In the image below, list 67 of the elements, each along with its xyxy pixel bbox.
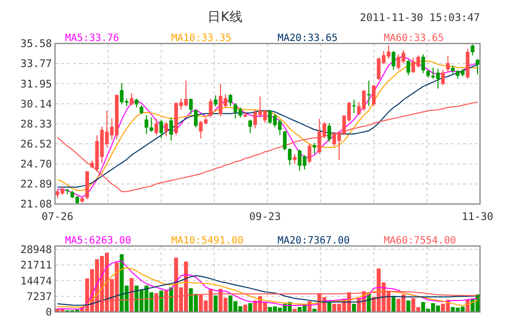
candlestick (248, 119, 252, 134)
bar (392, 297, 396, 312)
bar (406, 300, 410, 312)
candlestick (421, 54, 425, 74)
candlestick (312, 142, 316, 154)
candlestick (282, 130, 287, 152)
x-tick-label: 09-23 (249, 211, 281, 223)
line-series (56, 260, 478, 310)
candlestick (441, 69, 445, 86)
candlestick (476, 58, 480, 75)
candlestick (130, 92, 134, 106)
bar (327, 302, 332, 312)
candlestick (228, 94, 232, 107)
text: MA5:33.76 (65, 33, 120, 44)
candlestick (194, 109, 198, 128)
candlestick (154, 118, 158, 136)
y-tick-label: 22.89 (20, 178, 52, 191)
candlestick (470, 44, 474, 56)
y-tick-label: 24.70 (20, 158, 52, 171)
candlestick (392, 50, 396, 70)
candlestick (372, 84, 376, 107)
line-series (56, 101, 478, 192)
x-tick-label: 11-30 (462, 211, 494, 223)
candlestick (189, 98, 193, 115)
candlestick (208, 98, 212, 118)
text: MA60:33.65 (384, 33, 444, 44)
y-tick-label: 31.95 (20, 78, 52, 90)
candlestick (214, 94, 218, 107)
y-tick-label: 28.33 (20, 118, 52, 130)
y-tick-label: 35.58 (20, 38, 52, 50)
y-tick-label: 21711 (20, 260, 52, 272)
bar (169, 287, 174, 312)
bar (214, 296, 218, 312)
text: MA60:7554.00 (384, 236, 456, 246)
y-tick-label: 28948 (20, 244, 52, 256)
bar (248, 303, 252, 312)
candlestick (159, 119, 164, 139)
bar (352, 304, 356, 312)
candlestick (308, 144, 312, 164)
y-tick-label: 26.52 (20, 138, 52, 150)
candlestick (406, 59, 410, 76)
candlestick (169, 116, 173, 142)
y-tick-label: 14474 (20, 275, 52, 288)
text: MA10:5491.00 (171, 236, 244, 246)
candlestick (292, 153, 297, 164)
y-tick-label: 21.08 (20, 198, 52, 211)
chart-title: 日K线 (208, 10, 242, 25)
candlestick (327, 122, 332, 142)
text: MA20:33.65 (278, 33, 338, 44)
candlestick (366, 80, 371, 107)
candlestick (446, 55, 450, 73)
chart-subtitle: 2011-11-30 15:03:47 (360, 12, 480, 24)
candlestick (144, 114, 148, 135)
text: MA20:7367.00 (278, 236, 350, 246)
y-tick-label: 30.14 (20, 98, 52, 110)
y-tick-label: 33.77 (20, 58, 52, 70)
candlestick (150, 116, 154, 132)
x-tick-label: 07-26 (42, 211, 74, 223)
candlestick (164, 121, 168, 137)
candlestick (352, 99, 356, 114)
y-tick-label: 7237 (26, 291, 52, 304)
candlestick (288, 148, 292, 166)
line-series (56, 267, 478, 308)
y-tick-label: 0 (46, 306, 52, 319)
series-label: MA5:6263.00 (65, 236, 132, 246)
text: MA10:33.35 (171, 33, 232, 44)
line-series (56, 275, 478, 306)
